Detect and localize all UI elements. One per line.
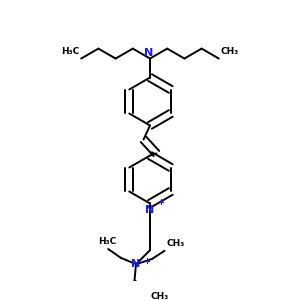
Text: CH₃: CH₃ (220, 46, 238, 56)
Text: +: + (157, 198, 164, 207)
Text: CH₃: CH₃ (150, 292, 168, 300)
Text: H₃C: H₃C (98, 237, 116, 246)
Text: N: N (146, 205, 154, 215)
Text: N: N (131, 259, 140, 269)
Text: N: N (144, 48, 154, 58)
Text: +: + (143, 257, 150, 266)
Text: H₃C: H₃C (61, 46, 80, 56)
Text: CH₃: CH₃ (166, 239, 184, 248)
